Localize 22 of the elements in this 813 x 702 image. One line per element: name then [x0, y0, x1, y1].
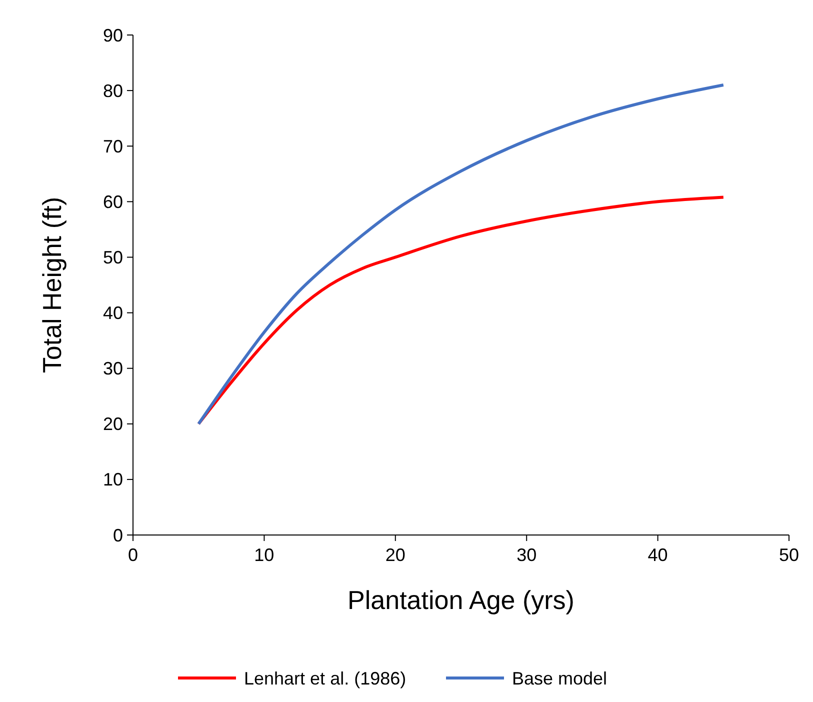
x-axis-title: Plantation Age (yrs) — [348, 585, 574, 615]
x-tick-label: 10 — [254, 545, 274, 565]
x-tick-label: 0 — [128, 545, 138, 565]
y-tick-label: 70 — [102, 136, 123, 156]
y-tick-label: 0 — [112, 525, 123, 546]
y-tick-label: 40 — [102, 303, 123, 324]
y-tick-label: 10 — [102, 470, 123, 490]
x-tick-label: 20 — [385, 545, 406, 565]
y-axis-title: Total Height (ft) — [37, 196, 67, 374]
line-series — [197, 84, 725, 426]
y-tick-label: 80 — [102, 80, 123, 101]
x-tick-label: 30 — [516, 545, 537, 565]
y-tick-label: 60 — [102, 192, 123, 212]
line-series — [197, 196, 725, 426]
x-tick-label: 40 — [648, 545, 668, 565]
y-tick-label: 90 — [102, 25, 123, 46]
legend-label: Base model — [512, 668, 608, 688]
x-tick-label: 50 — [778, 545, 800, 565]
y-tick-label: 20 — [102, 414, 123, 434]
legend-label: Lenhart et al. (1986) — [244, 668, 406, 688]
y-tick-label: 50 — [102, 248, 123, 268]
y-tick-label: 30 — [102, 358, 123, 379]
